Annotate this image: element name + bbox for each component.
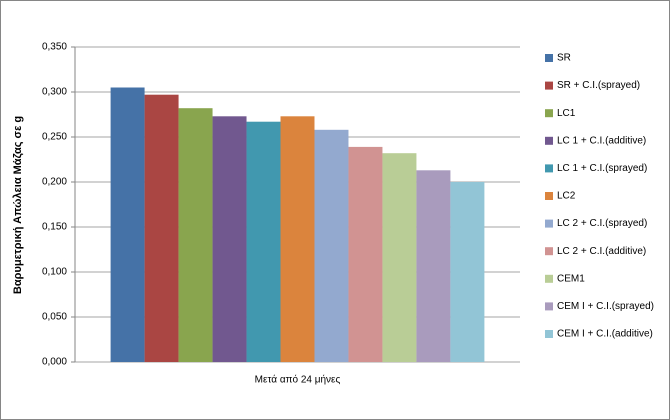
legend-swatch xyxy=(545,330,553,338)
legend-label: LC2 xyxy=(557,191,576,202)
legend-label: SR + C.I.(sprayed) xyxy=(557,80,640,91)
y-axis-label: Βαρυμετρική Απώλεια Μάζας σε g xyxy=(12,116,24,294)
y-tick-label: 0,050 xyxy=(42,312,67,323)
legend-label: LC 2 + C.I.(additive) xyxy=(557,246,646,257)
y-tick-label: 0,300 xyxy=(42,87,67,98)
legend-label: LC 1 + C.I.(additive) xyxy=(557,135,646,146)
legend-swatch xyxy=(545,81,553,90)
y-tick-label: 0,150 xyxy=(42,222,67,233)
legend-swatch xyxy=(545,302,553,311)
legend-swatch xyxy=(545,274,553,283)
legend-swatch xyxy=(545,219,553,228)
bar xyxy=(348,146,383,362)
legend-label: SR xyxy=(557,53,571,64)
x-tick-label: Μετά από 24 μήνες xyxy=(255,374,341,386)
legend-swatch xyxy=(545,247,553,256)
legend-swatch xyxy=(545,164,553,173)
y-tick-label: 0,100 xyxy=(42,267,67,278)
legend-label: LC 1 + C.I.(sprayed) xyxy=(557,163,647,174)
bar xyxy=(314,129,349,362)
bar xyxy=(110,87,145,362)
legend-label: LC 2 + C.I.(sprayed) xyxy=(557,218,647,229)
y-tick-label: 0,200 xyxy=(42,177,67,188)
bar xyxy=(246,121,281,362)
bar xyxy=(144,94,179,362)
legend-swatch xyxy=(545,192,553,200)
bar xyxy=(212,116,247,362)
legend-label: LC1 xyxy=(557,108,576,119)
y-tick-label: 0,350 xyxy=(42,42,67,53)
legend-swatch xyxy=(545,54,553,62)
legend-label: CEM I + C.I.(sprayed) xyxy=(557,301,654,312)
legend-label: CEM I + C.I.(additive) xyxy=(557,329,653,340)
y-tick-label: 0,250 xyxy=(42,132,67,143)
y-tick-label: 0,000 xyxy=(42,357,67,368)
bar xyxy=(416,170,451,362)
legend-swatch xyxy=(545,136,553,145)
legend-label: CEM1 xyxy=(557,273,585,284)
bar xyxy=(450,182,485,362)
bar xyxy=(280,116,315,362)
bar xyxy=(382,153,417,362)
legend-swatch xyxy=(545,109,553,118)
bar xyxy=(178,108,213,362)
